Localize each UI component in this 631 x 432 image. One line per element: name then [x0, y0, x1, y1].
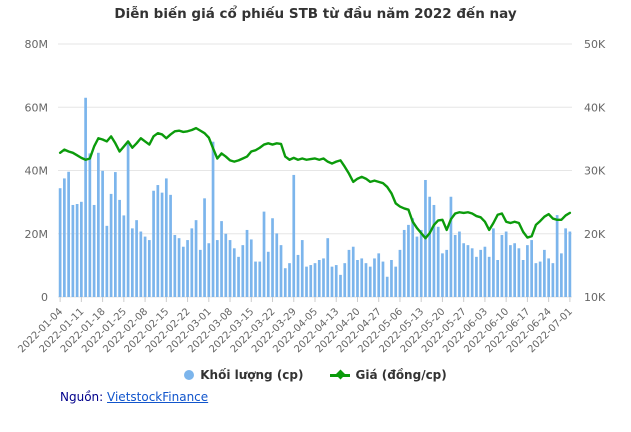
svg-text:50K: 50K: [584, 38, 606, 51]
y-axis-left-labels: 0 20M 40M 60M 80M: [25, 38, 49, 304]
svg-text:0: 0: [41, 291, 48, 304]
source-prefix: Nguồn:: [60, 390, 104, 404]
y-axis-right-labels: 10K 20K 30K 40K 50K: [584, 38, 606, 304]
legend-item-volume[interactable]: Khối lượng (cp): [184, 368, 304, 382]
x-axis-labels: 2022-01-042022-01-112022-01-182022-01-25…: [16, 297, 575, 355]
price-line: [58, 126, 572, 240]
volume-bars: [58, 97, 572, 297]
chart-canvas[interactable]: 0 20M 40M 60M 80M 10K 20K 30K 40K 50K 2022-01-0420…: [0, 0, 631, 365]
legend-volume-label: Khối lượng (cp): [200, 368, 304, 382]
volume-marker-icon: [184, 370, 195, 380]
price-marker-icon: [329, 369, 350, 380]
svg-text:40K: 40K: [584, 101, 606, 114]
svg-text:30K: 30K: [584, 165, 606, 178]
vietstockfinance-link[interactable]: VietstockFinance: [107, 390, 209, 404]
svg-text:20M: 20M: [25, 228, 49, 241]
svg-text:60M: 60M: [25, 101, 49, 114]
svg-text:80M: 80M: [25, 38, 49, 51]
legend-item-price[interactable]: Giá (đồng/cp): [329, 368, 447, 382]
legend-price-label: Giá (đồng/cp): [355, 368, 447, 382]
svg-text:10K: 10K: [584, 291, 606, 304]
grid-lines: [58, 43, 572, 298]
source-line: Nguồn: VietstockFinance: [60, 390, 208, 404]
svg-text:20K: 20K: [584, 228, 606, 241]
chart-legend: Khối lượng (cp) Giá (đồng/cp): [0, 368, 631, 382]
price-diamond-icon: [335, 369, 345, 380]
svg-text:40M: 40M: [25, 165, 49, 178]
chart-title: Diễn biến giá cổ phiếu STB từ đầu năm 20…: [114, 6, 517, 22]
